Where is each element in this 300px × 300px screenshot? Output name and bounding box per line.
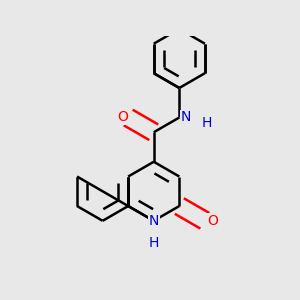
Text: H: H bbox=[201, 116, 212, 130]
Text: N: N bbox=[148, 214, 159, 228]
Text: H: H bbox=[148, 236, 159, 250]
Text: N: N bbox=[181, 110, 191, 124]
Text: O: O bbox=[207, 214, 218, 228]
Text: O: O bbox=[117, 110, 128, 124]
